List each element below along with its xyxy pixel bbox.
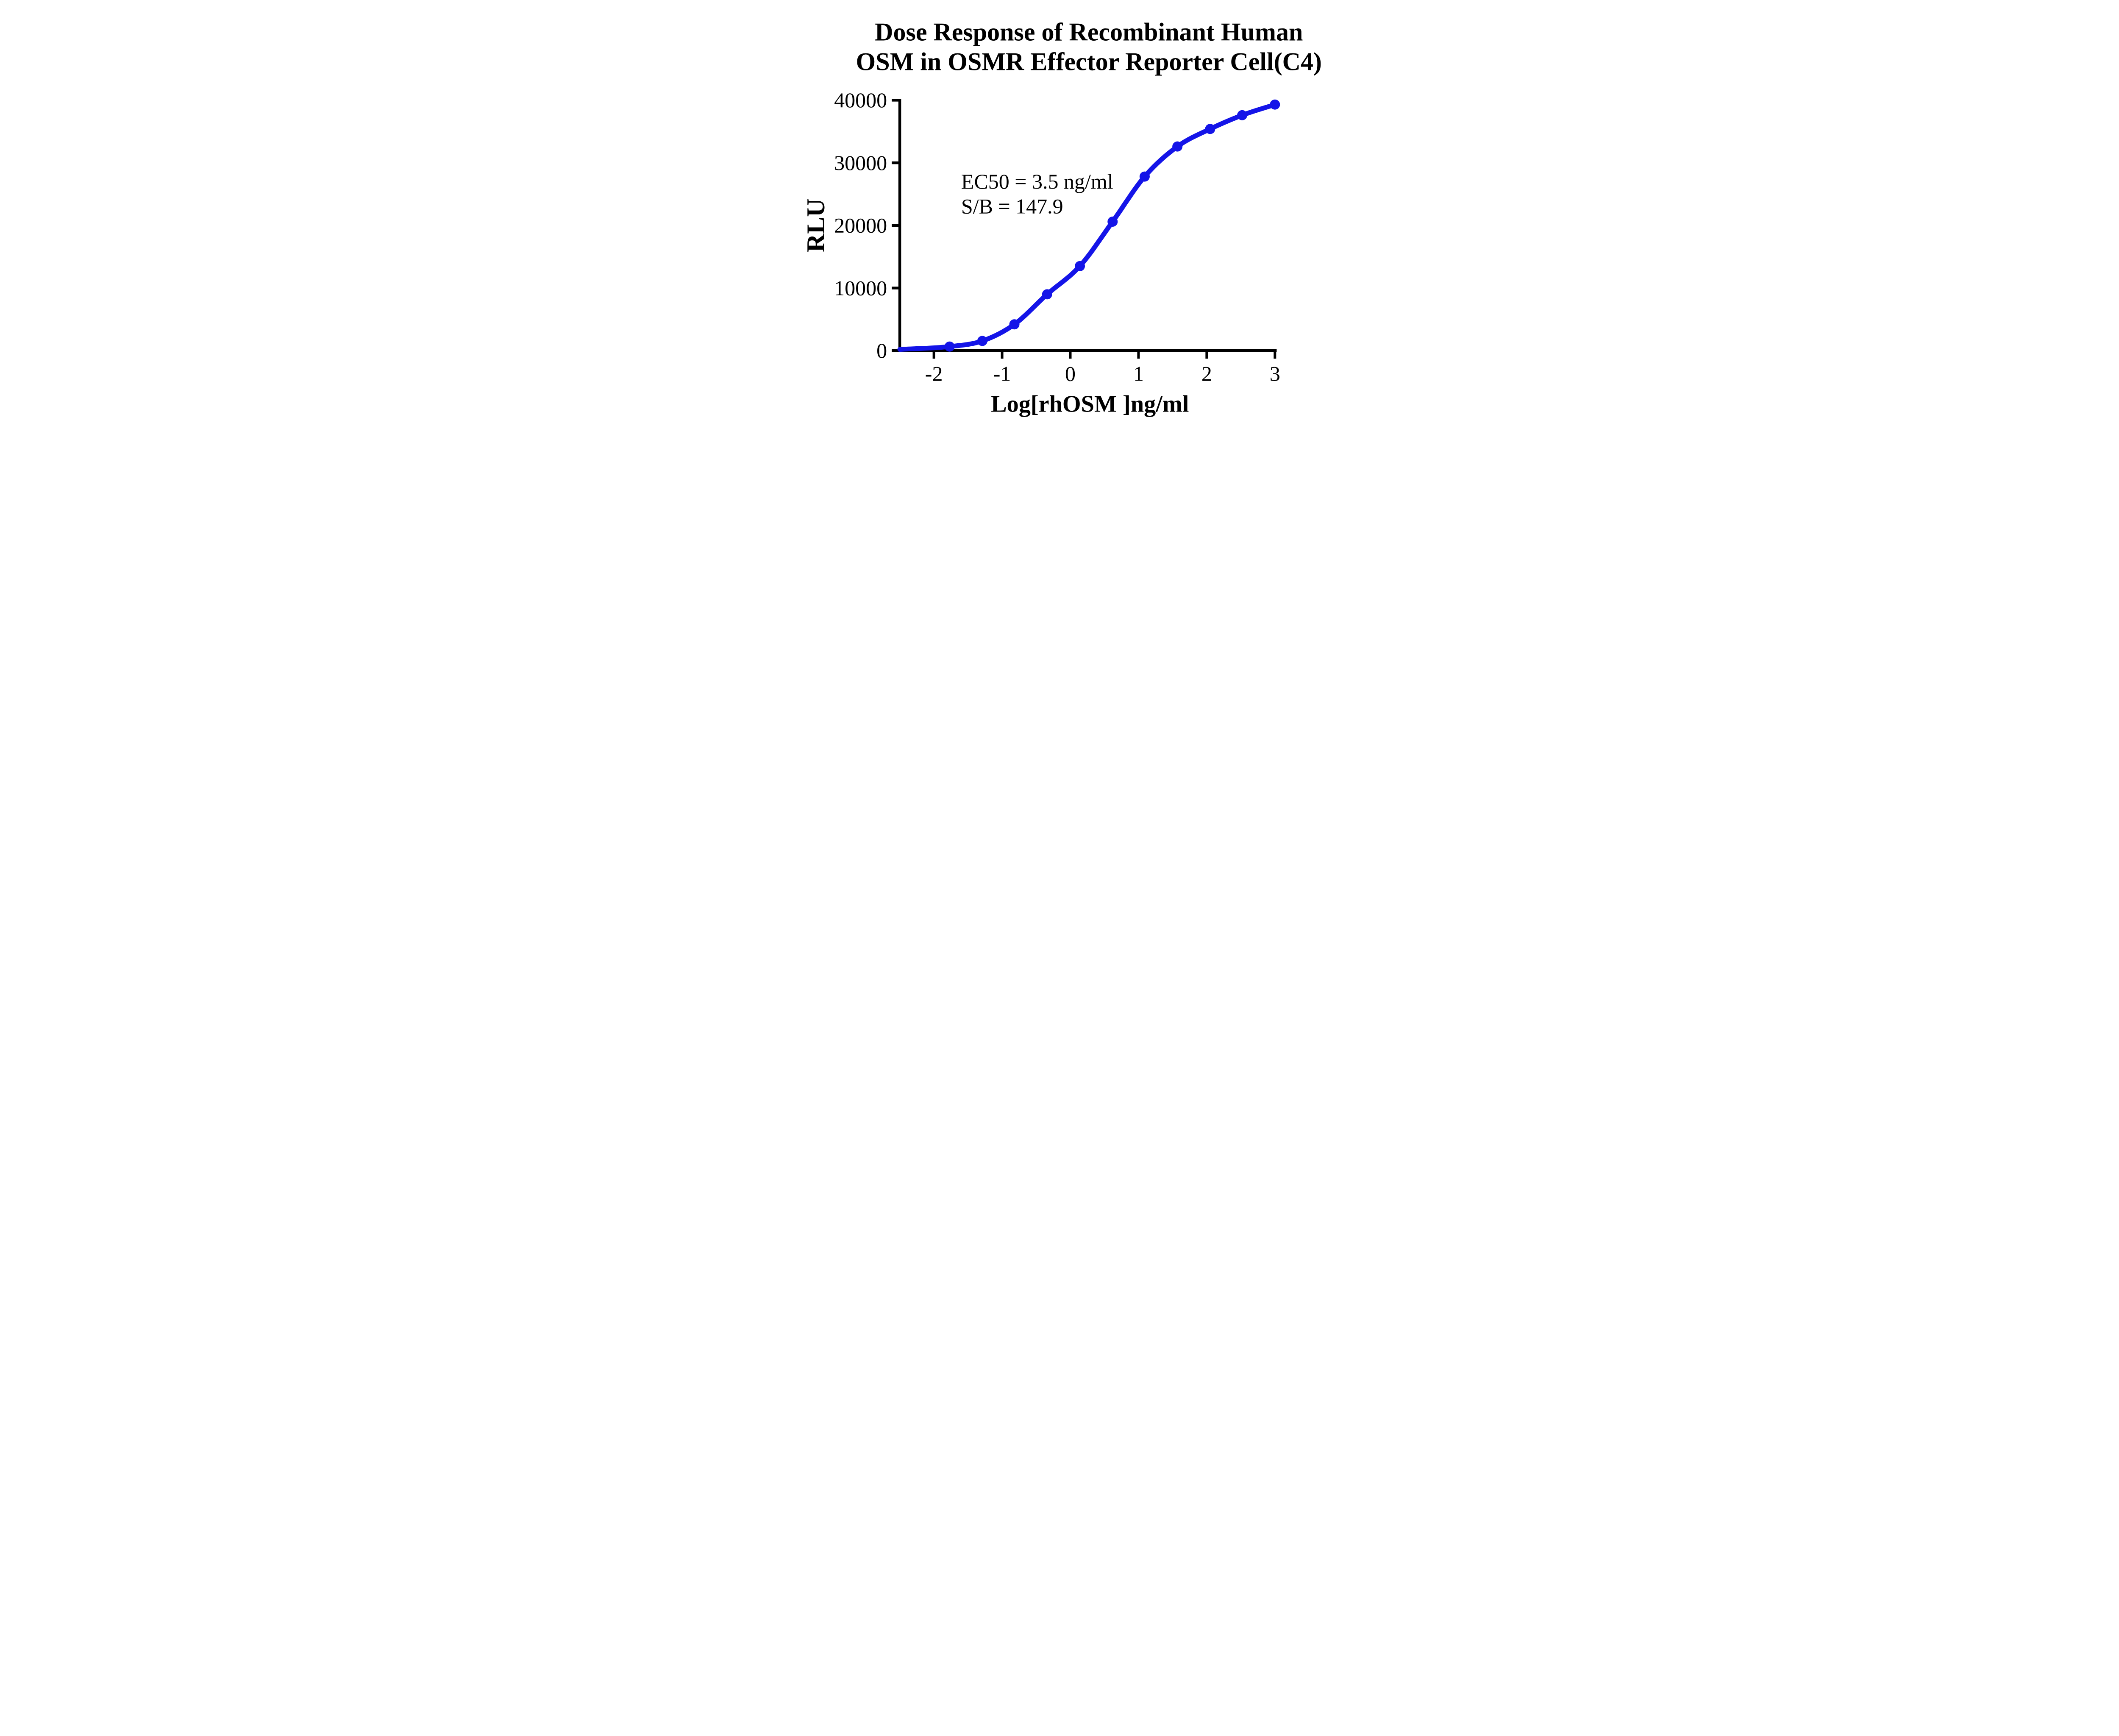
signal-background-annotation: S/B = 147.9 [961,195,1063,218]
y-tick-label: 0 [876,339,887,362]
y-tick-label: 20000 [834,214,887,237]
y-tick-label: 30000 [834,151,887,175]
x-ticks: -2 -1 0 1 2 3 [925,351,1280,385]
data-point [1205,124,1215,134]
y-axis-label: RLU [802,198,830,252]
data-point [1107,216,1118,227]
x-tick-label: -1 [993,362,1011,385]
data-point [1042,289,1052,300]
data-point [1139,171,1150,182]
x-axis: -2 -1 0 1 2 3 Log[rhOSM ]ng/ml [892,349,1280,417]
x-tick-label: 2 [1201,362,1212,385]
annotation-block: EC50 = 3.5 ng/ml S/B = 147.9 [961,170,1113,218]
data-point [1172,141,1183,152]
dose-response-curve [897,102,1277,352]
data-point [1075,261,1085,271]
data-point [1237,110,1248,120]
dose-response-figure: Dose Response of Recombinant Human OSM i… [784,0,1335,434]
chart-title-line1: Dose Response of Recombinant Human [875,18,1303,46]
ec50-annotation: EC50 = 3.5 ng/ml [961,170,1113,193]
data-point [977,336,987,346]
dose-response-chart: Dose Response of Recombinant Human OSM i… [784,0,1335,434]
y-tick-label: 10000 [834,276,887,300]
x-tick-label: 3 [1270,362,1280,385]
x-tick-label: 0 [1065,362,1076,385]
data-point [1009,319,1020,330]
y-axis: 0 10000 20000 30000 40000 RLU [802,88,901,362]
data-point [944,341,955,352]
x-tick-label: 1 [1133,362,1144,385]
chart-title-line2: OSM in OSMR Effector Reporter Cell(C4) [856,48,1322,76]
x-tick-label: -2 [925,362,943,385]
y-tick-label: 40000 [834,88,887,112]
data-points [944,99,1280,352]
data-point [1270,99,1280,110]
y-ticks: 0 10000 20000 30000 40000 [834,88,900,362]
x-axis-label: Log[rhOSM ]ng/ml [991,391,1189,417]
